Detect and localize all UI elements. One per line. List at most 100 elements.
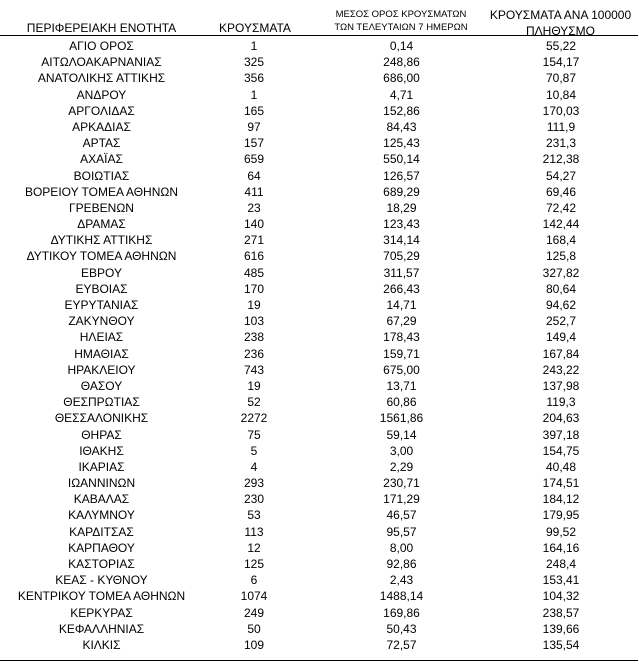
cell-cases-per-100k: 10,84 <box>545 87 577 102</box>
cell-cases-per-100k: 184,12 <box>542 492 580 507</box>
cell-region: ΔΥΤΙΚΗΣ ΑΤΤΙΚΗΣ <box>50 233 153 248</box>
cell-region: ΚΑΣΤΟΡΙΑΣ <box>68 557 135 571</box>
table-row: ΚΑΛΥΜΝΟΥ 53 46,57 179,95 <box>0 507 639 523</box>
table-row: ΘΕΣΣΑΛΟΝΙΚΗΣ 2272 1561,86 204,63 <box>0 410 639 426</box>
header-cases-per-100k-line1: ΚΡΟΥΣΜΑΤΑ ΑΝΑ 100000 <box>489 8 632 22</box>
cell-region: ΕΥΡΥΤΑΝΙΑΣ <box>64 298 139 312</box>
cell-cases: 1 <box>250 87 258 102</box>
cell-region: ΙΚΑΡΙΑΣ <box>78 459 125 474</box>
cell-cases: 2272 <box>240 411 268 426</box>
cell-cases-per-100k: 54,27 <box>545 168 577 183</box>
cell-cases-per-100k: 231,3 <box>545 136 577 151</box>
cell-cases: 170 <box>243 281 265 296</box>
table-row: ΔΥΤΙΚΟΥ ΤΟΜΕΑ ΑΘΗΝΩΝ 616 705,29 125,8 <box>0 248 639 264</box>
cell-region: ΑΡΚΑΔΙΑΣ <box>72 119 131 134</box>
header-cases-per-100k-line2: ΠΛΗΘΥΣΜΟ <box>525 24 596 38</box>
cell-region: ΒΟΡΕΙΟΥ ΤΟΜΕΑ ΑΘΗΝΩΝ <box>24 184 179 199</box>
data-table-body: ΑΓΙΟ ΟΡΟΣ 1 0,14 55,22 ΑΙΤΩΛΟΑΚΑΡΝΑΝΙΑΣ 325 24… <box>0 38 639 653</box>
table-row: ΖΑΚΥΝΘΟΥ 103 67,29 252,7 <box>0 313 639 329</box>
cell-7day-average: 50,43 <box>386 621 417 636</box>
table-row: ΑΓΙΟ ΟΡΟΣ 1 0,14 55,22 <box>0 38 639 54</box>
cell-7day-average: 230,71 <box>383 476 420 491</box>
cell-region: ΑΝΑΤΟΛΙΚΗΣ ΑΤΤΙΚΗΣ <box>37 71 166 86</box>
cell-7day-average: 59,14 <box>386 427 417 442</box>
cell-cases-per-100k: 164,16 <box>542 540 580 555</box>
header-7day-average: ΜΕΣΟΣ ΟΡΟΣ ΚΡΟΥΣΜΑΤΩΝ ΤΩΝ ΤΕΛΕΥΤΑΙΩΝ 7 Η… <box>326 8 476 34</box>
cell-cases-per-100k: 212,38 <box>542 152 580 167</box>
cell-cases-per-100k: 149,4 <box>545 330 577 345</box>
cell-cases-per-100k: 135,54 <box>542 637 580 652</box>
cell-7day-average: 2,29 <box>389 459 414 474</box>
cell-region: ΑΡΤΑΣ <box>82 136 121 151</box>
header-divider <box>0 35 638 36</box>
cell-cases: 109 <box>243 637 265 652</box>
cell-cases: 64 <box>247 168 261 183</box>
cell-7day-average: 169,86 <box>383 605 420 620</box>
header-region: ΠΕΡΙΦΕΡΕΙΑΚΗ ΕΝΟΤΗΤΑ <box>26 21 177 35</box>
cell-cases-per-100k: 119,3 <box>546 395 576 410</box>
cell-region: ΕΒΡΟΥ <box>81 265 122 280</box>
cell-7day-average: 2,43 <box>389 573 414 588</box>
cell-cases-per-100k: 154,75 <box>542 443 580 458</box>
header-7day-average-line2: ΤΩΝ ΤΕΛΕΥΤΑΙΩΝ 7 ΗΜΕΡΩΝ <box>334 22 468 33</box>
cell-region: ΔΡΑΜΑΣ <box>77 217 126 232</box>
cell-7day-average: 248,86 <box>383 55 420 70</box>
cell-7day-average: 314,14 <box>383 233 420 248</box>
cell-cases-per-100k: 252,7 <box>545 314 577 329</box>
cell-cases: 236 <box>243 346 265 361</box>
table-row: ΕΥΒΟΙΑΣ 170 266,43 80,64 <box>0 281 639 297</box>
cell-region: ΑΧΑΪΑΣ <box>80 152 123 167</box>
table-row: ΗΜΑΘΙΑΣ 236 159,71 167,84 <box>0 346 639 362</box>
cell-7day-average: 689,29 <box>383 184 420 199</box>
cell-region: ΙΩΑΝΝΙΝΩΝ <box>67 476 136 491</box>
cell-cases-per-100k: 170,03 <box>542 103 580 118</box>
cell-cases-per-100k: 204,63 <box>542 411 580 426</box>
cell-cases: 52 <box>247 395 261 410</box>
cell-cases: 23 <box>247 200 261 215</box>
cell-cases: 75 <box>247 427 261 442</box>
cell-cases: 6 <box>250 573 258 588</box>
table-row: ΘΗΡΑΣ 75 59,14 397,18 <box>0 427 639 443</box>
cell-cases-per-100k: 55,22 <box>545 39 577 53</box>
cell-cases: 238 <box>243 330 265 345</box>
cell-7day-average: 159,71 <box>383 346 420 361</box>
cell-cases: 53 <box>247 508 261 523</box>
cell-region: ΗΡΑΚΛΕΙΟΥ <box>67 362 136 377</box>
cell-cases: 1074 <box>240 589 268 604</box>
cell-region: ΚΑΡΔΙΤΣΑΣ <box>69 524 134 539</box>
table-bottom-divider <box>0 660 638 661</box>
table-row: ΑΙΤΩΛΟΑΚΑΡΝΑΝΙΑΣ 325 248,86 154,17 <box>0 54 639 70</box>
header-cases-per-100k: ΚΡΟΥΣΜΑΤΑ ΑΝΑ 100000 ΠΛΗΘΥΣΜΟ <box>482 7 639 39</box>
cell-cases-per-100k: 243,22 <box>542 362 580 377</box>
cell-region: ΑΡΓΟΛΙΔΑΣ <box>68 103 135 118</box>
cell-cases-per-100k: 99,52 <box>545 524 577 539</box>
cell-cases-per-100k: 137,98 <box>542 378 580 393</box>
cell-7day-average: 178,43 <box>383 330 420 345</box>
cell-cases: 125 <box>243 557 265 571</box>
cell-cases: 165 <box>243 103 265 118</box>
cell-7day-average: 46,57 <box>386 508 417 523</box>
table-row: ΑΡΚΑΔΙΑΣ 97 84,43 111,9 <box>0 119 639 135</box>
cell-cases: 485 <box>243 265 265 280</box>
cell-7day-average: 72,57 <box>386 637 417 652</box>
cell-cases: 103 <box>243 314 265 329</box>
cell-7day-average: 3,00 <box>389 443 414 458</box>
table-row: ΔΥΤΙΚΗΣ ΑΤΤΙΚΗΣ 271 314,14 168,4 <box>0 232 639 248</box>
cell-region: ΚΕΝΤΡΙΚΟΥ ΤΟΜΕΑ ΑΘΗΝΩΝ <box>17 589 186 604</box>
cell-cases-per-100k: 167,84 <box>542 346 580 361</box>
cell-7day-average: 14,71 <box>386 298 417 312</box>
table-row: ΙΩΑΝΝΙΝΩΝ 293 230,71 174,51 <box>0 475 639 491</box>
cell-region: ΙΘΑΚΗΣ <box>79 443 124 458</box>
table-row: ΑΡΤΑΣ 157 125,43 231,3 <box>0 135 639 151</box>
cell-region: ΒΟΙΩΤΙΑΣ <box>73 168 130 183</box>
cell-region: ΕΥΒΟΙΑΣ <box>75 281 128 296</box>
cell-cases-per-100k: 179,95 <box>542 508 580 523</box>
cell-7day-average: 1488,14 <box>379 589 424 604</box>
table-row: ΚΕΝΤΡΙΚΟΥ ΤΟΜΕΑ ΑΘΗΝΩΝ 1074 1488,14 104,32 <box>0 588 639 604</box>
cell-region: ΘΕΣΣΑΛΟΝΙΚΗΣ <box>54 411 149 426</box>
table-row: ΔΡΑΜΑΣ 140 123,43 142,44 <box>0 216 639 232</box>
table-row: ΚΕΡΚΥΡΑΣ 249 169,86 238,57 <box>0 605 639 621</box>
cell-cases: 230 <box>243 492 265 507</box>
cell-7day-average: 18,29 <box>386 200 417 215</box>
table-row: ΗΛΕΙΑΣ 238 178,43 149,4 <box>0 329 639 345</box>
